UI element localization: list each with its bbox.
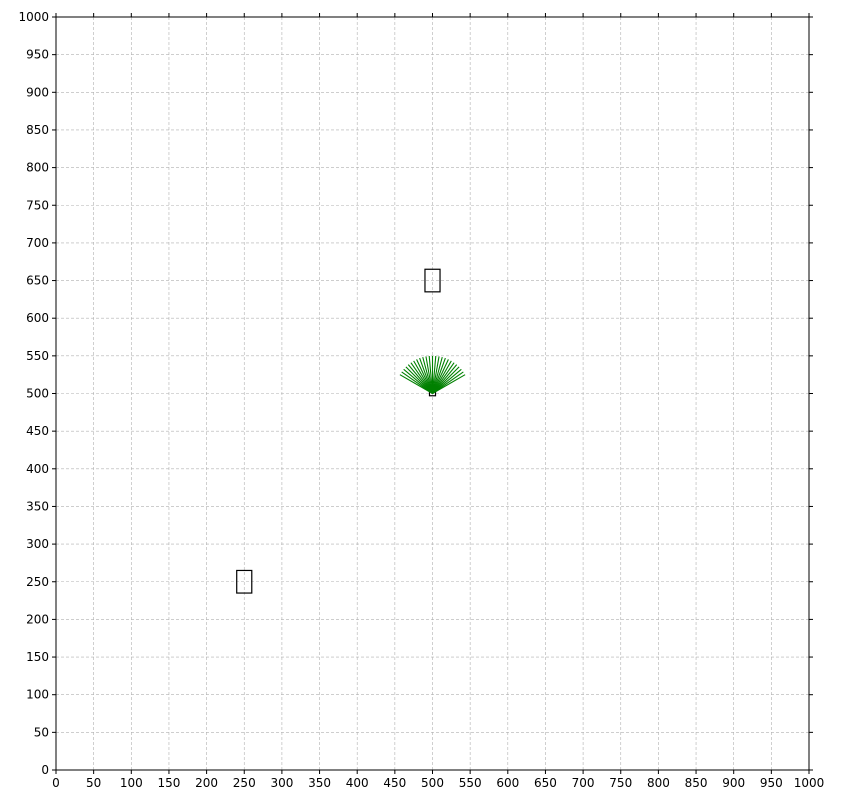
x-tick-label: 50	[86, 776, 101, 790]
y-tick-label: 200	[26, 612, 49, 626]
y-tick-label: 100	[26, 688, 49, 702]
x-tick-label: 100	[120, 776, 143, 790]
x-tick-label: 150	[157, 776, 180, 790]
x-tick-label: 850	[685, 776, 708, 790]
y-tick-label: 400	[26, 462, 49, 476]
x-tick-label: 250	[233, 776, 256, 790]
y-axis-ticks: 0 50 100 150 200 250 300 350 400 450 500 550 600 650 7…	[18, 10, 813, 777]
y-tick-label: 350	[26, 499, 49, 513]
x-tick-label: 450	[383, 776, 406, 790]
x-tick-label: 650	[534, 776, 557, 790]
x-tick-label: 750	[609, 776, 632, 790]
x-tick-label: 600	[496, 776, 519, 790]
x-tick-label: 950	[760, 776, 783, 790]
x-tick-label: 0	[52, 776, 60, 790]
y-tick-label: 750	[26, 198, 49, 212]
x-tick-label: 550	[459, 776, 482, 790]
y-tick-label: 600	[26, 311, 49, 325]
sensor-ray	[399, 374, 433, 394]
x-tick-label: 300	[270, 776, 293, 790]
y-tick-label: 250	[26, 575, 49, 589]
y-tick-label: 800	[26, 161, 49, 175]
x-tick-label: 350	[308, 776, 331, 790]
x-tick-label: 1000	[794, 776, 825, 790]
y-tick-label: 450	[26, 424, 49, 438]
y-tick-label: 500	[26, 387, 49, 401]
y-tick-label: 550	[26, 349, 49, 363]
x-axis-ticks: 0 50 100 150 200 250 300 350 400 450 500 550 600 650 7…	[52, 13, 824, 790]
y-tick-label: 150	[26, 650, 49, 664]
x-tick-label: 400	[346, 776, 369, 790]
y-tick-label: 700	[26, 236, 49, 250]
y-tick-label: 0	[41, 763, 49, 777]
y-tick-label: 650	[26, 274, 49, 288]
x-tick-label: 500	[421, 776, 444, 790]
obstacle-rect	[424, 268, 441, 293]
x-tick-label: 200	[195, 776, 218, 790]
y-tick-label: 900	[26, 85, 49, 99]
y-tick-label: 950	[26, 48, 49, 62]
y-tick-label: 1000	[18, 10, 49, 24]
y-tick-label: 300	[26, 537, 49, 551]
x-tick-label: 700	[572, 776, 595, 790]
plot-area	[236, 268, 466, 594]
x-tick-label: 800	[647, 776, 670, 790]
y-tick-label: 50	[34, 725, 49, 739]
grid	[55, 16, 810, 771]
y-tick-label: 850	[26, 123, 49, 137]
obstacle-rect	[236, 569, 253, 594]
x-tick-label: 900	[722, 776, 745, 790]
